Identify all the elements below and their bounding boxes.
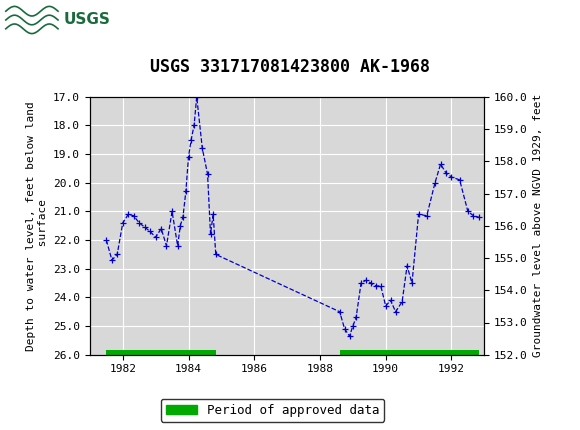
Y-axis label: Groundwater level above NGVD 1929, feet: Groundwater level above NGVD 1929, feet [534,94,543,357]
Legend: Period of approved data: Period of approved data [161,399,385,421]
Bar [3,3,125,37]
Text: USGS 331717081423800 AK-1968: USGS 331717081423800 AK-1968 [150,58,430,76]
Text: USGS: USGS [64,12,111,28]
Y-axis label: Depth to water level, feet below land
 surface: Depth to water level, feet below land su… [26,101,48,350]
